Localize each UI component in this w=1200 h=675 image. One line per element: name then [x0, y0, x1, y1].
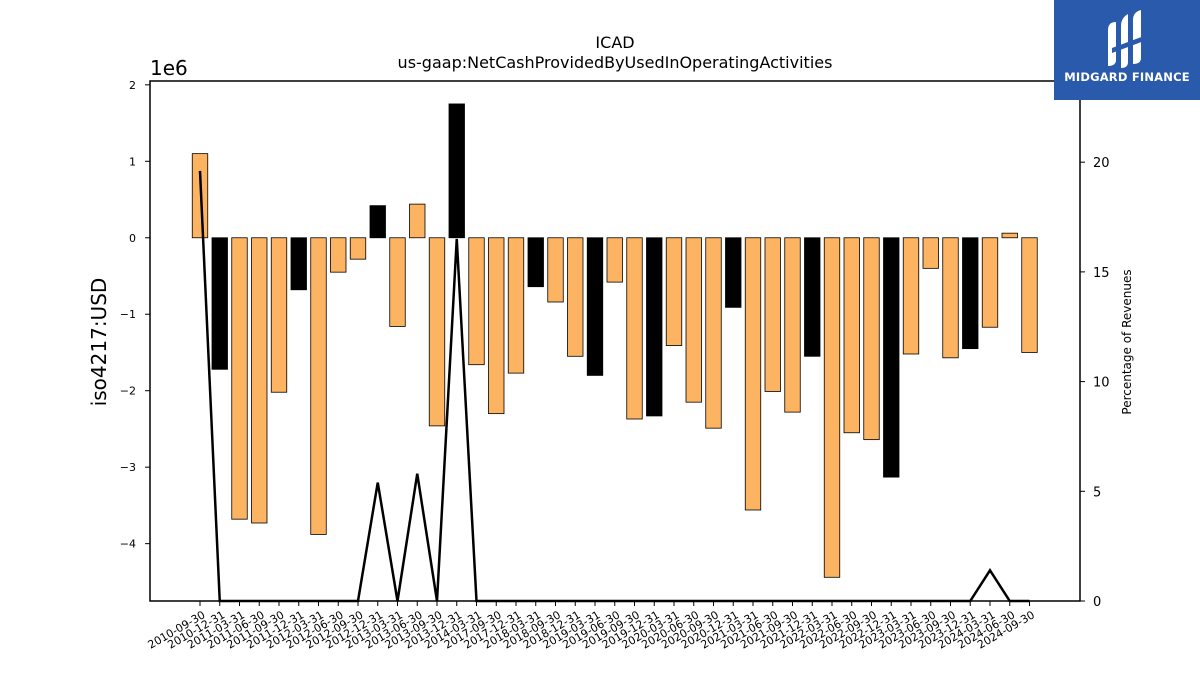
bar-2011-06-30: [251, 237, 268, 524]
bar-2019-06-30: [606, 237, 623, 283]
bar-2022-12-31: [883, 237, 900, 478]
plot-frame: [149, 80, 1081, 602]
brand-logo: MIDGARD FINANCE: [1054, 0, 1200, 100]
bar-2018-09-30: [547, 237, 564, 303]
y-right-tick-label: 20: [1093, 156, 1110, 171]
y-tick-label: 1: [129, 155, 136, 168]
bar-2012-03-31: [310, 237, 327, 535]
bar-2020-06-30: [685, 237, 702, 403]
bar-2022-03-31: [823, 237, 841, 578]
y-right-tick-label: 15: [1093, 266, 1110, 281]
bar-2024-03-31: [981, 237, 999, 328]
bar-2013-09-30: [428, 237, 446, 427]
y-axis-right-label: Percentage of Revenues: [1120, 269, 1134, 414]
bar-2012-12-31: [369, 205, 386, 239]
bar-2011-03-31: [231, 237, 248, 520]
bar-2021-06-30: [764, 237, 781, 392]
bar-2023-12-31: [962, 237, 979, 350]
chart-subtitle: us-gaap:NetCashProvidedByUsedInOperating…: [398, 53, 833, 72]
bar-2013-03-31: [389, 237, 406, 327]
y-right-tick-label: 5: [1093, 485, 1101, 500]
bar-2023-09-30: [942, 237, 959, 359]
y-ticks-right-group: 0 5 10 15 20: [1080, 156, 1110, 610]
bar-2021-03-31: [744, 237, 762, 511]
bar-2023-06-30: [922, 237, 939, 269]
y-ticks-group: 2 1 0 −1 −2 −3 −4: [120, 79, 150, 551]
chart-title: ICAD: [595, 33, 634, 52]
bar-2019-03-31: [586, 237, 604, 376]
y-tick-label: −1: [120, 308, 136, 321]
bar-2011-12-31: [290, 237, 307, 291]
bar-2010-12-31: [211, 237, 228, 370]
bars-group: [191, 103, 1038, 578]
y-offset-label: 1e6: [150, 56, 188, 80]
y-tick-label: 0: [129, 232, 136, 245]
y-tick-label: −3: [120, 461, 136, 474]
bar-2018-12-31: [567, 237, 584, 357]
x-ticks-group: 2010-09-302010-12-312011-03-312011-06-30…: [146, 601, 1037, 652]
bar-2022-06-30: [843, 237, 860, 434]
bar-2021-12-31: [804, 237, 821, 357]
bar-2023-03-31: [902, 237, 920, 355]
bar-2019-09-30: [626, 237, 643, 420]
bar-2022-09-30: [863, 237, 880, 441]
y-tick-label: −4: [120, 538, 136, 551]
y-right-tick-label: 0: [1093, 595, 1101, 610]
bar-2020-09-30: [705, 237, 722, 429]
bar-2014-03-31: [468, 237, 485, 366]
bar-2024-06-30: [1001, 232, 1018, 239]
bar-2013-06-30: [409, 203, 426, 239]
bar-2021-09-30: [784, 237, 801, 413]
brand-logo-text: MIDGARD FINANCE: [1064, 70, 1190, 84]
bar-2012-09-30: [349, 237, 367, 260]
y-tick-label: 2: [129, 79, 136, 92]
bar-2020-03-31: [665, 237, 683, 346]
y-tick-label: −2: [120, 385, 136, 398]
bar-2012-06-30: [330, 237, 347, 273]
bar-2011-09-30: [270, 237, 288, 393]
bar-2024-09-30: [1021, 237, 1038, 353]
bar-2019-12-31: [646, 237, 663, 417]
bar-2018-03-31: [527, 237, 544, 288]
bar-2017-12-31: [507, 237, 525, 374]
y-right-tick-label: 10: [1093, 376, 1110, 391]
bar-2020-12-31: [725, 237, 742, 308]
bar-2017-09-30: [488, 237, 505, 415]
midgard-finance-logo-icon: [1108, 10, 1144, 68]
bar-2013-12-31: [448, 103, 465, 239]
y-axis-label: iso4217:USD: [87, 278, 111, 407]
